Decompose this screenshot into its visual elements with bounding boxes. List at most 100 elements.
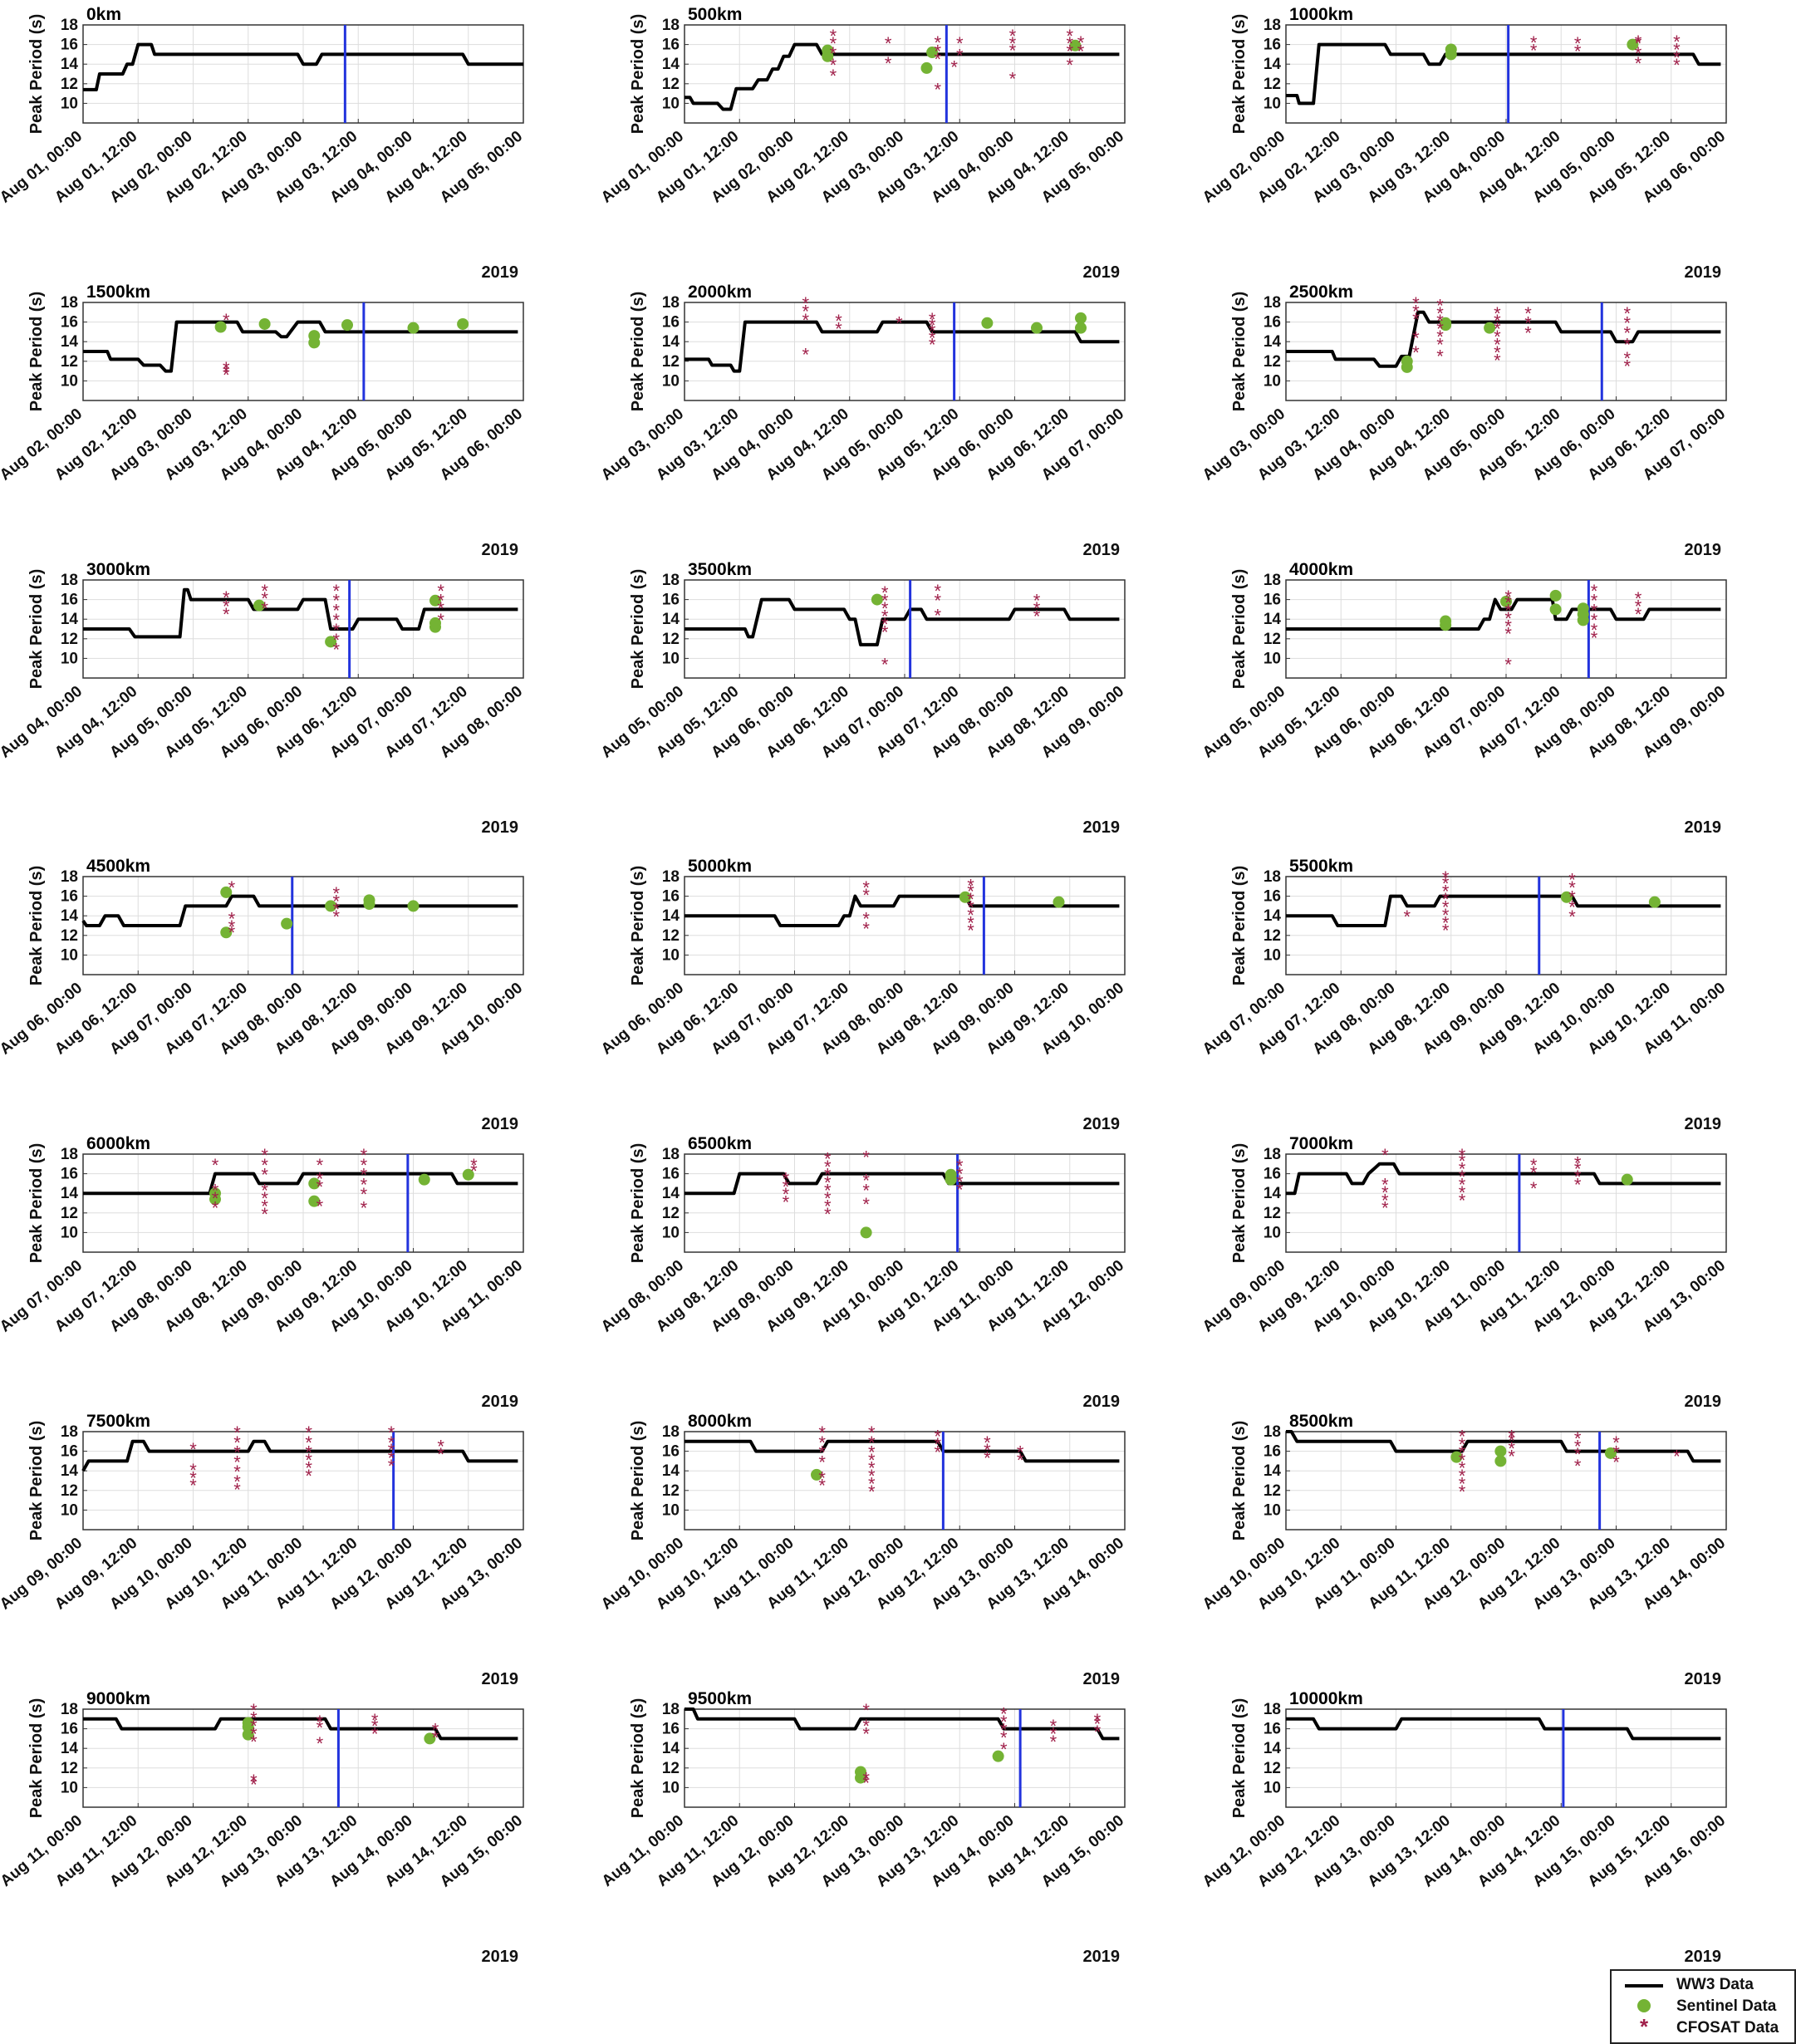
cfosat-point: * <box>1524 303 1532 324</box>
axes-box <box>1285 876 1727 975</box>
cfosat-point: * <box>934 42 941 62</box>
cfosat-point: * <box>1436 319 1444 340</box>
sentinel-point <box>855 1771 866 1784</box>
y-tick-label: 18 <box>61 294 78 312</box>
cfosat-point: * <box>250 1700 258 1721</box>
cfosat-point: * <box>1568 877 1576 898</box>
y-tick-label: 12 <box>662 631 680 648</box>
cfosat-point: * <box>783 1168 790 1189</box>
y-tick-label: 10 <box>662 95 680 112</box>
cfosat-point: * <box>956 1163 964 1184</box>
ww3-series-line <box>685 1707 1120 1741</box>
ww3-series-line <box>685 597 1120 646</box>
y-axis-label: Peak Period (s) <box>629 1698 647 1819</box>
cfosat-point: * <box>388 1448 395 1469</box>
cfosat-point: * <box>1412 301 1420 322</box>
sentinel-point <box>871 593 883 606</box>
y-tick-label: 10 <box>1264 372 1281 390</box>
cfosat-point: * <box>862 1147 870 1167</box>
y-tick-label: 16 <box>662 1166 680 1183</box>
y-tick-label: 16 <box>662 1721 680 1738</box>
sentinel-point <box>308 330 321 342</box>
y-axis-label: Peak Period (s) <box>629 14 647 135</box>
y-tick-label: 14 <box>662 1185 680 1202</box>
cfosat-point: * <box>250 1716 258 1737</box>
cfosat-point: * <box>1459 1473 1466 1494</box>
y-tick-label: 10 <box>662 650 680 667</box>
cfosat-point: * <box>1574 1152 1582 1173</box>
cfosat-point: * <box>1000 1739 1008 1760</box>
cfosat-point: * <box>432 1720 439 1741</box>
cfosat-point: * <box>881 654 889 675</box>
cfosat-point: * <box>1442 897 1450 917</box>
cfosat-point: * <box>1504 616 1512 636</box>
year-label: 2019 <box>1083 1115 1121 1133</box>
cfosat-point: * <box>934 581 941 602</box>
cfosat-point: * <box>261 1165 268 1186</box>
cfosat-point: * <box>432 1727 439 1748</box>
sentinel-point <box>1069 39 1082 52</box>
y-tick-label: 16 <box>1264 314 1281 332</box>
y-tick-label: 12 <box>662 76 680 93</box>
y-tick-label: 10 <box>1264 1501 1281 1519</box>
cfosat-point: * <box>1033 606 1041 626</box>
y-axis-label: Peak Period (s) <box>1230 1421 1249 1541</box>
cfosat-point: * <box>1530 41 1538 61</box>
cfosat-point: * <box>1066 42 1073 62</box>
sentinel-point <box>1440 615 1452 627</box>
cfosat-point: * <box>189 1467 197 1488</box>
cfosat-point: * <box>881 591 889 612</box>
cfosat-point: * <box>1574 33 1582 54</box>
cfosat-point: * <box>1568 907 1576 927</box>
cfosat-point: * <box>212 1188 219 1209</box>
cfosat-point: * <box>1033 598 1041 619</box>
cfosat-point: * <box>1635 604 1642 625</box>
y-tick-label: 18 <box>61 1146 78 1163</box>
cfosat-point: * <box>1574 1428 1582 1449</box>
cfosat-point: * <box>802 293 809 314</box>
sentinel-point <box>1500 595 1512 607</box>
axes-box <box>684 302 1126 401</box>
cfosat-point: * <box>956 1156 964 1177</box>
y-tick-label: 18 <box>662 868 680 886</box>
cfosat-point: * <box>305 1422 312 1443</box>
axes-box <box>82 24 524 124</box>
axes-box <box>82 1431 524 1531</box>
cfosat-point: * <box>305 1432 312 1453</box>
cfosat-point: * <box>824 1188 832 1209</box>
cfosat-point: * <box>934 1427 941 1447</box>
axes-box <box>1285 1708 1727 1808</box>
cfosat-point: * <box>317 1196 324 1216</box>
y-tick-label: 12 <box>662 927 680 945</box>
cfosat-point: * <box>802 310 809 331</box>
cfosat-point: * <box>233 1462 241 1482</box>
y-tick-label: 10 <box>1264 650 1281 667</box>
year-label: 2019 <box>482 1115 519 1133</box>
cfosat-point: * <box>1459 1174 1466 1195</box>
y-axis-label: Peak Period (s) <box>1230 866 1249 986</box>
year-label: 2019 <box>1083 1670 1121 1688</box>
cfosat-point: * <box>437 598 444 619</box>
y-tick-label: 12 <box>662 1760 680 1777</box>
cfosat-point: * <box>1504 600 1512 621</box>
chart-title: 2000km <box>688 283 752 302</box>
cfosat-point: * <box>1017 1442 1024 1463</box>
cfosat-point: * <box>929 335 936 356</box>
y-tick-label: 12 <box>1264 927 1281 945</box>
cfosat-point: * <box>1000 1720 1008 1741</box>
y-axis-label: Peak Period (s) <box>629 292 647 412</box>
cfosat-point: * <box>824 1196 832 1216</box>
cfosat-point: * <box>818 1476 826 1496</box>
cfosat-point: * <box>1524 322 1532 343</box>
cfosat-point: * <box>212 1180 219 1201</box>
axes-box <box>1285 1153 1727 1253</box>
cfosat-point: * <box>830 55 837 76</box>
cfosat-point: * <box>967 905 974 926</box>
cfosat-point: * <box>223 310 230 331</box>
cfosat-point: * <box>1459 1159 1466 1180</box>
cfosat-point: * <box>862 1769 870 1790</box>
cfosat-point: * <box>1442 912 1450 933</box>
year-label: 2019 <box>1685 1948 1722 1966</box>
y-tick-label: 14 <box>1264 1185 1282 1202</box>
cfosat-point: * <box>1524 313 1532 334</box>
